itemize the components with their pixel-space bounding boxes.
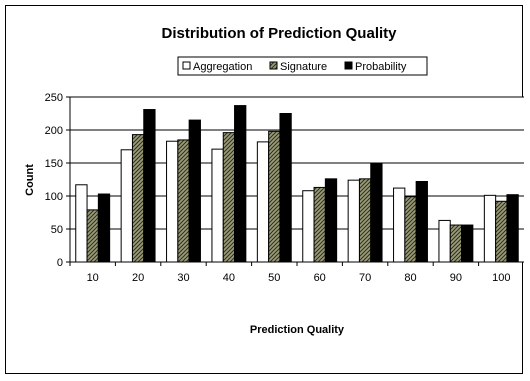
x-tick-label: 70	[359, 272, 371, 284]
x-axis-label: Prediction Quality	[250, 324, 345, 336]
x-tick-label: 40	[223, 272, 235, 284]
bar-signature-20	[131, 134, 145, 263]
bar-signature-80	[404, 196, 417, 263]
bar-aggregation-60	[302, 190, 315, 263]
x-tick-labels: 10 20 30 40 50 60 70 80 90 100	[87, 272, 511, 284]
bar-signature-60	[313, 186, 326, 263]
bar-signature-50	[268, 130, 281, 263]
bar-aggregation-70	[347, 179, 360, 263]
bar-probability-10	[97, 193, 111, 263]
bar-aggregation-20	[120, 149, 133, 263]
bar-probability-100	[506, 194, 519, 263]
bar-probability-90	[461, 224, 474, 263]
bar-aggregation-90	[438, 219, 451, 263]
bar-probability-30	[188, 119, 201, 263]
bar-aggregation-80	[393, 187, 406, 263]
legend-label-signature: Signature	[280, 61, 327, 73]
legend-swatch-signature	[269, 61, 278, 70]
axes	[66, 96, 524, 266]
legend-swatch-probability	[344, 61, 353, 70]
legend-label-aggregation: Aggregation	[193, 61, 252, 73]
y-tick-label: 150	[45, 158, 63, 170]
y-tick-label: 100	[45, 191, 63, 203]
bar-signature-90	[449, 224, 463, 263]
y-tick-label: 200	[45, 125, 63, 137]
x-tick-label: 50	[268, 272, 280, 284]
y-axis-label: Count	[24, 164, 36, 196]
bar-probability-80	[415, 180, 428, 263]
bar-signature-30	[177, 139, 190, 263]
bar-aggregation-30	[166, 140, 179, 263]
x-tick-label: 60	[314, 272, 326, 284]
y-tick-label: 0	[57, 257, 63, 269]
bar-signature-10	[86, 209, 99, 263]
x-tick-label: 100	[492, 272, 510, 284]
bar-signature-100	[495, 200, 508, 263]
bar-signature-70	[358, 178, 372, 263]
y-tick-label: 50	[51, 224, 63, 236]
legend-swatch-aggregation	[182, 61, 191, 70]
y-tick-label: 250	[45, 92, 63, 104]
bar-aggregation-40	[211, 148, 224, 263]
chart-title: Distribution of Prediction Quality	[161, 25, 397, 42]
bar-aggregation-50	[256, 141, 270, 263]
bar-probability-40	[234, 105, 247, 263]
y-tick-labels: 0 50 100 150 200 250	[45, 92, 63, 269]
bar-signature-40	[222, 132, 236, 263]
x-tick-label: 10	[87, 272, 99, 284]
x-tick-label: 20	[132, 272, 144, 284]
bar-probability-20	[143, 109, 156, 263]
x-tick-label: 80	[404, 272, 416, 284]
legend-box	[177, 56, 428, 76]
legend-label-probability: Probability	[355, 61, 407, 73]
bar-probability-60	[324, 178, 338, 263]
bar-probability-50	[279, 113, 292, 263]
x-tick-label: 30	[177, 272, 189, 284]
x-tick-label: 90	[450, 272, 462, 284]
bars	[75, 105, 519, 263]
bar-aggregation-10	[75, 184, 88, 263]
legend: Aggregation Signature Probability	[177, 56, 428, 76]
bar-aggregation-100	[483, 194, 497, 263]
bar-probability-70	[370, 162, 383, 263]
